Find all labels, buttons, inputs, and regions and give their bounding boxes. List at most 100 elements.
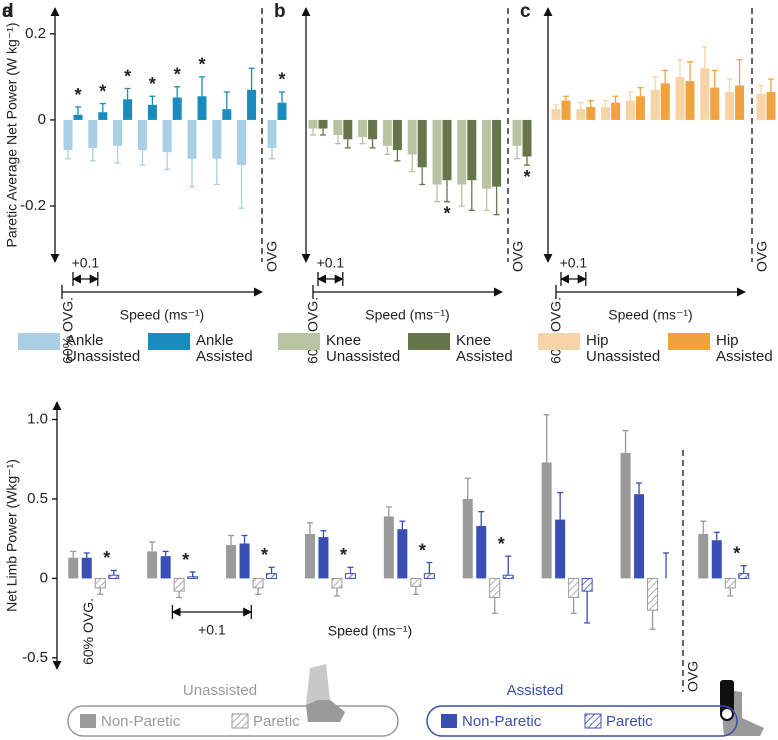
- bar: [267, 119, 277, 148]
- legend-label: Ankle Unassisted: [66, 332, 141, 365]
- category-label: 60% OVG.: [548, 297, 564, 364]
- bar: [331, 577, 343, 589]
- significance: *: [733, 543, 740, 563]
- bar: [568, 577, 580, 598]
- bar: [735, 85, 745, 120]
- bar: [237, 119, 247, 166]
- category-label: 60% OVG.: [80, 598, 96, 665]
- bar: [660, 83, 670, 120]
- bar: [68, 557, 79, 579]
- significance: *: [523, 167, 530, 187]
- legend-box: [426, 705, 738, 737]
- category-label: OVG: [754, 241, 770, 272]
- bar: [502, 574, 514, 579]
- y-tick-label: 0.5: [27, 490, 48, 507]
- step-label: +0.1: [72, 255, 100, 271]
- legend-label: Hip Unassisted: [586, 332, 661, 365]
- y-tick-label: 0.2: [25, 25, 46, 42]
- significance: *: [99, 81, 106, 101]
- bar: [304, 533, 315, 579]
- panel-label: b: [274, 1, 286, 22]
- significance: *: [103, 548, 110, 568]
- bar: [63, 119, 73, 151]
- bar: [266, 573, 278, 579]
- bar: [711, 540, 722, 579]
- bar: [710, 87, 720, 120]
- foot-icon: [306, 664, 345, 722]
- legend-group-label: Assisted: [507, 682, 564, 699]
- exo-icon: [720, 680, 764, 736]
- legend-label: Paretic: [606, 713, 653, 730]
- bar: [318, 119, 328, 129]
- bar: [172, 97, 182, 120]
- bar: [650, 89, 660, 120]
- significance: *: [261, 545, 268, 565]
- step-label: +0.1: [317, 255, 345, 271]
- bar: [476, 525, 487, 579]
- x-axis-label: Speed (ms⁻¹): [328, 623, 412, 639]
- bar: [252, 577, 264, 589]
- legend-label: Paretic: [253, 713, 300, 730]
- bar: [634, 494, 645, 579]
- panel-label: d: [2, 1, 14, 22]
- bar: [492, 119, 502, 187]
- legend-swatch: [584, 713, 602, 729]
- bar: [333, 119, 343, 135]
- bar: [173, 577, 185, 592]
- bar: [226, 545, 237, 579]
- significance: *: [419, 540, 426, 560]
- bar: [700, 68, 710, 120]
- bar: [392, 119, 402, 151]
- panel-label: a: [2, 1, 13, 22]
- bar: [407, 119, 417, 155]
- step-label: +0.1: [198, 622, 226, 638]
- bar: [88, 119, 98, 148]
- bar: [417, 119, 427, 168]
- category-label: OVG: [685, 661, 701, 692]
- y-axis-label: Net Limb Power (Wkg⁻¹): [4, 459, 20, 612]
- legend-swatch: [278, 333, 320, 350]
- bar: [212, 119, 222, 159]
- category-label: 60% OVG.: [305, 297, 321, 364]
- bar: [187, 576, 199, 579]
- bar: [113, 119, 123, 146]
- significance: *: [74, 85, 81, 105]
- legend-label: Knee Unassisted: [326, 332, 401, 365]
- bar: [685, 81, 695, 120]
- bar: [551, 109, 561, 120]
- legend-label: Non-Paretic: [101, 713, 181, 730]
- bar: [123, 99, 133, 120]
- significance: *: [149, 74, 156, 94]
- step-label: +0.1: [560, 255, 588, 271]
- bar: [541, 462, 552, 579]
- significance: *: [124, 66, 131, 86]
- legend-label: Non-Paretic: [462, 713, 542, 730]
- bar: [766, 91, 776, 120]
- bar: [432, 119, 442, 185]
- bar: [147, 551, 158, 579]
- legend-swatch: [148, 333, 190, 350]
- legend-swatch: [538, 333, 580, 350]
- bar: [522, 119, 532, 157]
- bar: [442, 119, 452, 181]
- bar: [555, 519, 566, 579]
- x-axis-label: Speed (ms⁻¹): [365, 307, 449, 323]
- bar: [698, 533, 709, 579]
- bar: [197, 96, 207, 120]
- bar: [108, 574, 120, 579]
- bar: [625, 100, 635, 120]
- legend-swatch: [408, 333, 450, 350]
- x-axis-label: Speed (ms⁻¹): [608, 307, 692, 323]
- bar: [247, 89, 257, 120]
- y-tick-label: 0: [40, 569, 48, 586]
- significance: *: [198, 55, 205, 75]
- bar: [343, 119, 353, 140]
- bar: [239, 543, 250, 579]
- bar: [586, 107, 596, 120]
- y-tick-label: -0.2: [20, 197, 46, 214]
- legend-swatch: [231, 713, 249, 729]
- bar: [81, 557, 92, 579]
- y-tick-label: -0.5: [22, 649, 48, 666]
